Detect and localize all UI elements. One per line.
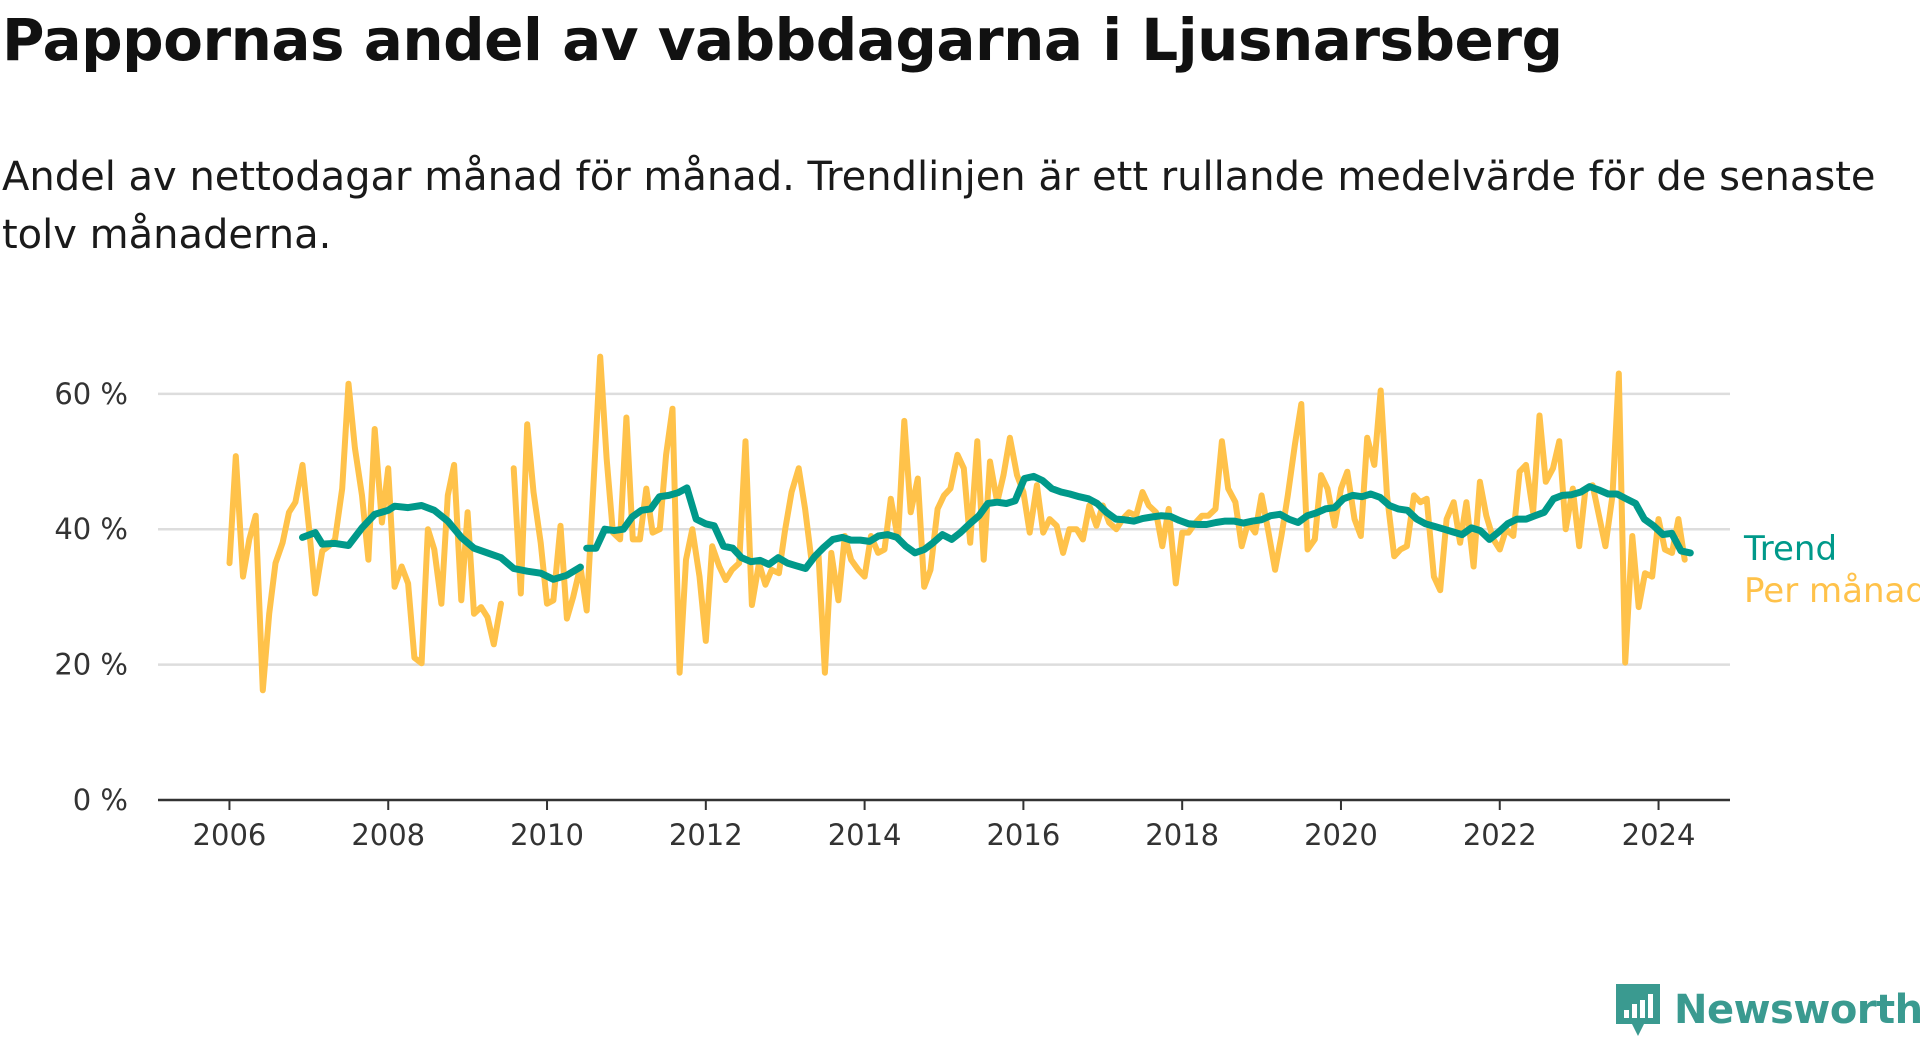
series-lines (226, 353, 1694, 694)
chart-subtitle: Andel av nettodagar månad för månad. Tre… (2, 154, 1876, 258)
trend-line (299, 502, 584, 583)
y-tick-label: 60 % (54, 377, 128, 411)
y-tick-label: 0 % (73, 783, 128, 817)
chart-title: Pappornas andel av vabbdagarna i Ljusnar… (2, 6, 1563, 74)
newsworthy-logo: Newsworthy (1612, 980, 1920, 1040)
x-tick-label: 2014 (828, 818, 902, 852)
x-tick-label: 2010 (510, 818, 584, 852)
x-tick-label: 2006 (193, 818, 267, 852)
legend-label-trend: Trend (1743, 529, 1837, 569)
x-tick-label: 2012 (669, 818, 743, 852)
trend-line (583, 472, 1694, 572)
axes: 0 % 20 % 40 % 60 % 2006 2008 2010 2012 2014 2016 2… (54, 377, 1730, 852)
brand-name: Newsworthy (1674, 987, 1920, 1033)
x-tick-label: 2020 (1304, 818, 1378, 852)
y-tick-label: 40 % (54, 512, 128, 546)
x-tick-label: 2016 (986, 818, 1060, 852)
newsworthy-logo-icon (1616, 984, 1660, 1036)
x-tick-label: 2024 (1622, 818, 1696, 852)
monthly-line (510, 353, 1688, 676)
y-tick-label: 20 % (54, 648, 128, 682)
line-chart: 0 % 20 % 40 % 60 % 2006 2008 2010 2012 2014 2016 2… (54, 353, 1920, 852)
x-tick-label: 2018 (1145, 818, 1219, 852)
x-tick-label: 2022 (1463, 818, 1537, 852)
x-tick-label: 2008 (351, 818, 425, 852)
legend-label-monthly: Per månad (1744, 571, 1920, 611)
